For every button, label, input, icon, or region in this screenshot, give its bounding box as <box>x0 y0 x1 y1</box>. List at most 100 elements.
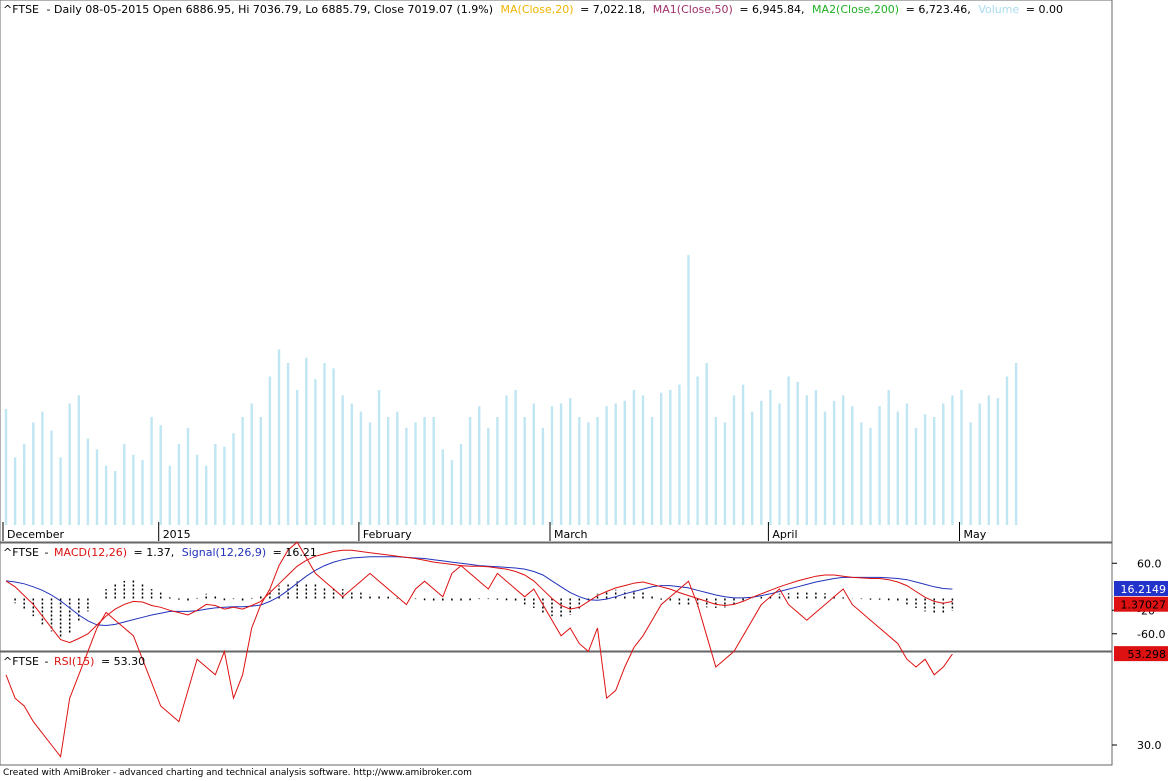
footer-credit: Created with AmiBroker - advanced charti… <box>3 768 472 778</box>
volume-bar <box>223 446 226 525</box>
volume-bar <box>468 417 472 525</box>
ma20-value: = 7,022.18, <box>580 3 645 16</box>
month-label: March <box>554 528 588 541</box>
volume-value: = 0.00 <box>1026 3 1063 16</box>
volume-bar <box>141 460 144 525</box>
volume-bar <box>332 368 335 525</box>
volume-bar <box>832 400 836 525</box>
macd-value: = 1.37, <box>134 546 175 559</box>
volume-bar <box>432 417 435 525</box>
volume-bar <box>441 449 444 525</box>
volume-bar <box>960 390 963 525</box>
volume-bar <box>578 417 581 525</box>
volume-bar <box>650 417 654 525</box>
volume-bar <box>195 454 199 525</box>
signal-label: Signal(12,26,9) <box>182 546 266 559</box>
ma200-value: = 6,723.46, <box>906 3 971 16</box>
volume-bar <box>214 444 217 525</box>
month-label: 2015 <box>163 528 191 541</box>
volume-bar <box>769 390 772 525</box>
volume-bar <box>787 376 790 525</box>
volume-bar <box>268 376 272 525</box>
volume-bar <box>523 417 526 525</box>
volume-bar <box>487 427 490 525</box>
rsi-plot: 30.0 53.298 <box>5 541 1168 758</box>
volume-bar <box>842 395 845 525</box>
volume-bar <box>942 403 945 525</box>
volume-bar <box>68 403 71 525</box>
volume-bar <box>778 403 781 525</box>
price-header-symbol: ^FTSE <box>3 3 39 16</box>
volume-bar <box>678 384 681 525</box>
volume-bar <box>323 363 326 525</box>
volume-bar <box>532 403 535 525</box>
volume-bar <box>614 403 617 525</box>
month-label: April <box>772 528 797 541</box>
volume-bar <box>423 417 426 525</box>
ma200-label: MA2(Close,200) <box>812 3 899 16</box>
ma50-value: = 6,945.84, <box>739 3 804 16</box>
volume-bar <box>478 406 481 525</box>
volume-bar <box>814 390 818 525</box>
volume-bar <box>186 427 190 525</box>
volume-bar <box>77 395 80 525</box>
volume-bar <box>250 403 253 525</box>
volume-bar <box>368 422 372 525</box>
volume-bar <box>32 422 35 525</box>
volume-bar <box>732 395 736 525</box>
volume-bar <box>796 381 799 525</box>
volume-bar <box>987 395 990 525</box>
volume-bar <box>869 427 872 525</box>
volume-bar <box>259 417 262 525</box>
volume-bar <box>632 390 636 525</box>
rsi-flag <box>1114 646 1168 662</box>
volume-bar <box>714 417 717 525</box>
volume-bar <box>241 417 244 525</box>
volume-bar <box>314 379 317 525</box>
volume-bar <box>705 363 708 525</box>
volume-bar <box>1005 376 1009 525</box>
rsi-value: = 53.30 <box>101 655 145 668</box>
volume-bar <box>496 417 499 525</box>
rsi-header: ^FTSE - RSI(15) = 53.30 <box>3 655 145 668</box>
volume-bar <box>132 454 135 525</box>
volume-bar <box>996 398 1000 525</box>
volume-bar <box>923 414 927 525</box>
volume-bars <box>4 255 1018 525</box>
signal-flag-label: 16.2149 <box>1121 583 1167 596</box>
macd-line <box>5 549 953 644</box>
volume-bar <box>660 392 663 525</box>
volume-bar <box>159 425 162 525</box>
signal-flag <box>1114 580 1168 596</box>
volume-bar <box>669 390 672 525</box>
volume-bar <box>687 255 690 525</box>
volume-bar <box>641 395 645 525</box>
volume-bar <box>623 400 626 525</box>
volume-bar <box>387 417 390 525</box>
volume-bar <box>851 406 854 525</box>
volume-bar <box>860 422 863 525</box>
volume-bar <box>514 390 517 525</box>
volume-bar <box>951 395 954 525</box>
month-label: December <box>7 528 65 541</box>
volume-bar <box>205 465 208 525</box>
month-label: February <box>363 528 412 541</box>
price-header-info: - Daily 08-05-2015 Open 6886.95, Hi 7036… <box>47 3 494 16</box>
volume-bar <box>550 406 554 525</box>
rsi-flag-label: 53.298 <box>1128 648 1167 661</box>
volume-bar <box>933 417 936 525</box>
volume-bar <box>741 384 745 525</box>
volume-bar <box>587 422 590 525</box>
volume-bar <box>296 390 299 525</box>
volume-bar <box>605 406 608 525</box>
volume-bar <box>969 422 972 525</box>
volume-bar <box>978 403 981 525</box>
volume-bar <box>150 417 153 525</box>
volume-bar <box>41 411 44 525</box>
volume-bar <box>905 403 909 525</box>
rsi-line <box>5 541 953 758</box>
price-axis <box>1112 0 1171 542</box>
volume-bar <box>359 411 363 525</box>
volume-bar <box>59 457 62 525</box>
